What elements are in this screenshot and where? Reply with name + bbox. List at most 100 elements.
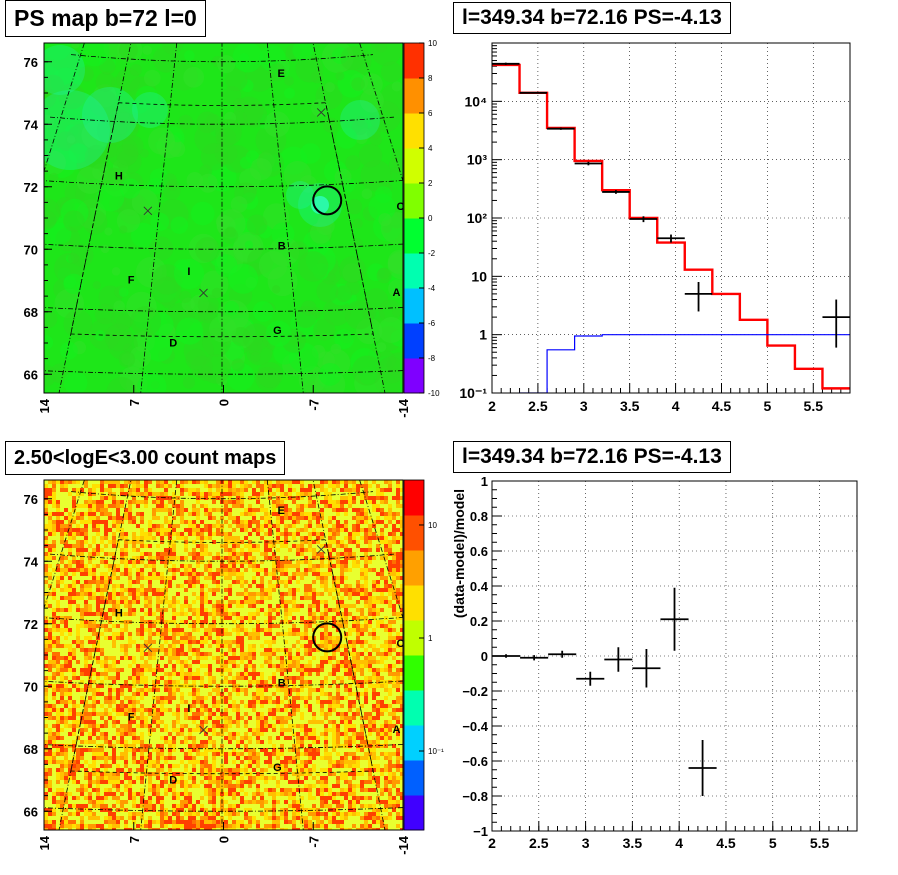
count-pixel: [272, 484, 276, 488]
count-pixel: [392, 624, 396, 628]
count-pixel: [324, 596, 328, 600]
count-pixel: [60, 512, 64, 516]
count-pixel: [392, 520, 396, 524]
map-blob: [258, 251, 288, 280]
count-pixel: [172, 628, 176, 632]
count-pixel: [120, 604, 124, 608]
count-pixel: [132, 644, 136, 648]
count-pixel: [148, 484, 152, 488]
count-pixel: [356, 492, 360, 496]
count-pixel: [368, 532, 372, 536]
count-pixel: [364, 508, 368, 512]
map-blob: [250, 351, 261, 362]
count-pixel: [52, 552, 56, 556]
count-pixel: [244, 616, 248, 620]
count-pixel: [84, 620, 88, 624]
count-pixel: [324, 584, 328, 588]
count-pixel: [332, 532, 336, 536]
count-pixel: [212, 488, 216, 492]
count-pixel: [80, 664, 84, 668]
count-pixel: [384, 552, 388, 556]
count-pixel: [292, 624, 296, 628]
count-pixel: [232, 596, 236, 600]
count-pixel: [300, 640, 304, 644]
count-pixel: [316, 664, 320, 668]
count-pixel: [336, 504, 340, 508]
count-pixel: [92, 588, 96, 592]
count-pixel: [352, 636, 356, 640]
count-pixel: [272, 612, 276, 616]
count-pixel: [108, 664, 112, 668]
count-pixel: [200, 640, 204, 644]
count-pixel: [312, 524, 316, 528]
count-pixel: [180, 548, 184, 552]
count-pixel: [324, 560, 328, 564]
count-pixel: [44, 496, 48, 500]
count-pixel: [284, 540, 288, 544]
count-pixel: [84, 632, 88, 636]
count-pixel: [380, 648, 384, 652]
count-pixel: [188, 652, 192, 656]
count-pixel: [364, 540, 368, 544]
count-pixel: [380, 628, 384, 632]
count-pixel: [104, 624, 108, 628]
count-pixel: [244, 496, 248, 500]
count-pixel: [52, 508, 56, 512]
count-pixel: [184, 628, 188, 632]
count-pixel: [160, 668, 164, 672]
count-pixel: [364, 596, 368, 600]
count-pixel: [64, 644, 68, 648]
count-pixel: [260, 524, 264, 528]
count-pixel: [256, 512, 260, 516]
count-pixel: [156, 592, 160, 596]
count-pixel: [84, 596, 88, 600]
count-pixel: [380, 608, 384, 612]
count-pixel: [112, 620, 116, 624]
count-pixel: [376, 596, 380, 600]
count-pixel: [312, 508, 316, 512]
count-pixel: [184, 640, 188, 644]
map-blob: [131, 189, 159, 216]
count-pixel: [388, 480, 392, 484]
count-pixel: [172, 504, 176, 508]
count-pixel: [192, 624, 196, 628]
count-pixel: [228, 484, 232, 488]
x-tick-label: 3.5: [620, 398, 640, 414]
count-pixel: [384, 500, 388, 504]
count-pixel: [128, 556, 132, 560]
count-pixel: [172, 556, 176, 560]
map-blob: [344, 300, 375, 330]
count-pixel: [320, 540, 324, 544]
count-pixel: [88, 544, 92, 548]
count-pixel: [300, 528, 304, 532]
count-pixel: [116, 500, 120, 504]
count-pixel: [100, 532, 104, 536]
count-pixel: [228, 548, 232, 552]
count-pixel: [80, 556, 84, 560]
count-pixel: [308, 644, 312, 648]
count-pixel: [244, 632, 248, 636]
count-pixel: [328, 504, 332, 508]
count-pixel: [116, 596, 120, 600]
x-tick-label: 4: [672, 398, 680, 414]
count-pixel: [248, 576, 252, 580]
count-pixel: [348, 484, 352, 488]
count-pixel: [152, 548, 156, 552]
count-pixel: [264, 564, 268, 568]
count-pixel: [176, 580, 180, 584]
count-pixel: [236, 620, 240, 624]
count-pixel: [52, 664, 56, 668]
count-pixel: [100, 648, 104, 652]
count-pixel: [132, 660, 136, 664]
count-pixel: [124, 624, 128, 628]
count-pixel: [196, 580, 200, 584]
count-pixel: [48, 560, 52, 564]
count-pixel: [184, 496, 188, 500]
colorbar-segment: [404, 127, 424, 135]
map-blob-cyan: [44, 90, 110, 170]
count-pixel: [96, 644, 100, 648]
count-pixel: [72, 520, 76, 524]
count-pixel: [72, 504, 76, 508]
count-pixel: [324, 600, 328, 604]
count-pixel: [248, 484, 252, 488]
